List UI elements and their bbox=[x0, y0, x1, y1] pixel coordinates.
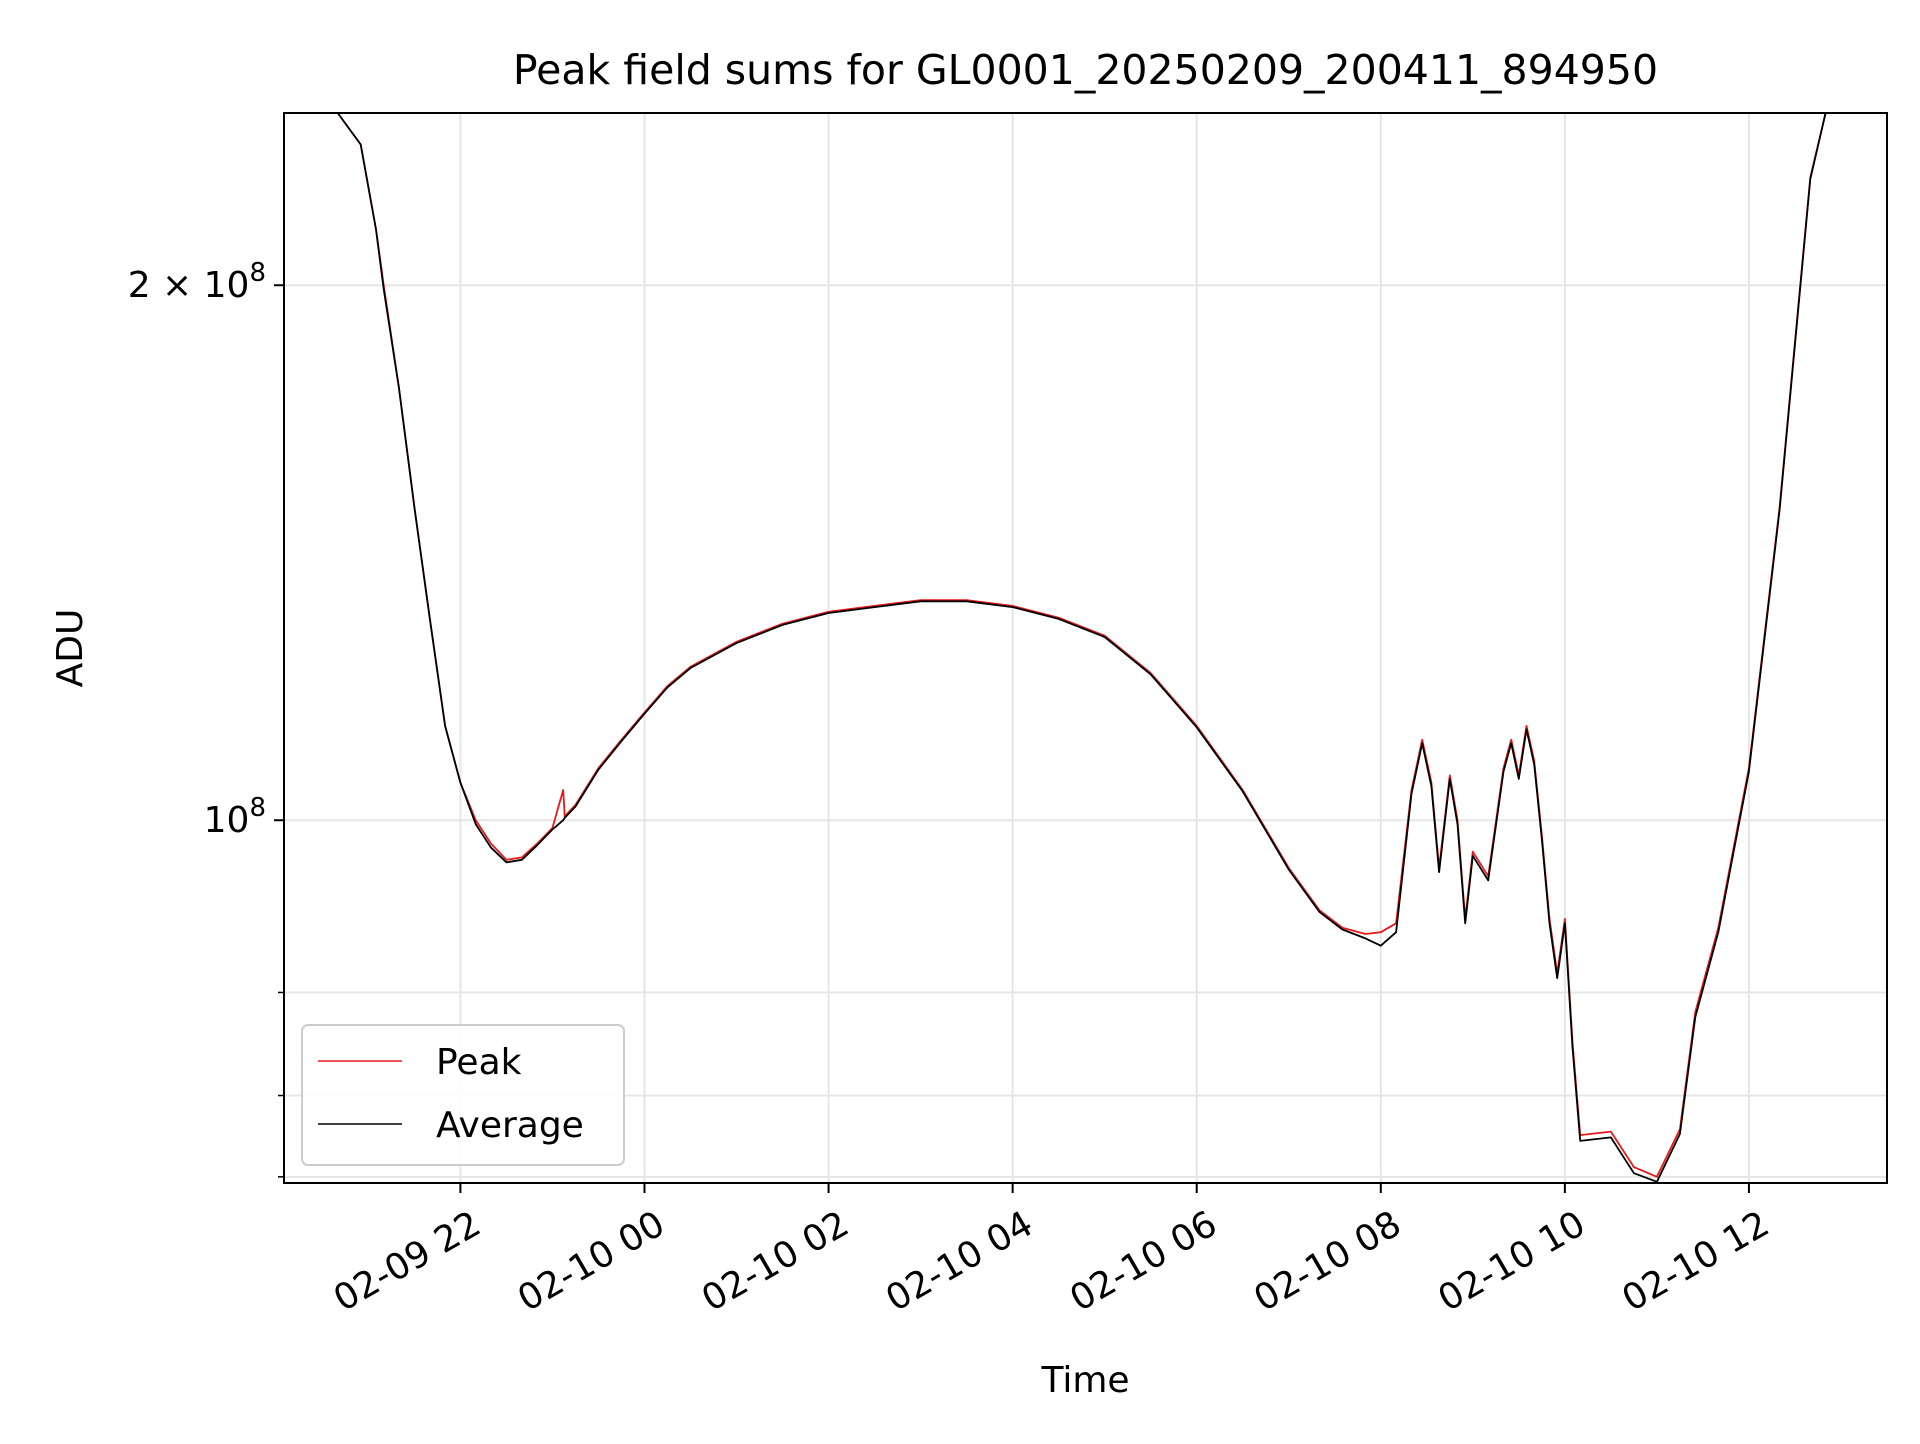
y-axis-label: ADU bbox=[50, 609, 91, 688]
series-layer bbox=[336, 112, 1827, 1183]
legend: Peak Average bbox=[301, 1024, 625, 1166]
legend-label-average: Average bbox=[436, 1105, 584, 1146]
legend-box bbox=[301, 1024, 625, 1166]
plot-area-frame bbox=[283, 112, 1888, 1184]
y-tick-label: 108 bbox=[204, 793, 266, 841]
y-tick-label: 2 × 108 bbox=[128, 258, 266, 306]
series-line-average bbox=[336, 112, 1827, 1183]
chart-title: Peak field sums for GL0001_20250209_2004… bbox=[513, 46, 1658, 94]
x-axis-label: Time bbox=[1040, 1360, 1129, 1401]
legend-label-peak: Peak bbox=[436, 1042, 522, 1083]
grid-layer bbox=[284, 113, 1887, 1183]
